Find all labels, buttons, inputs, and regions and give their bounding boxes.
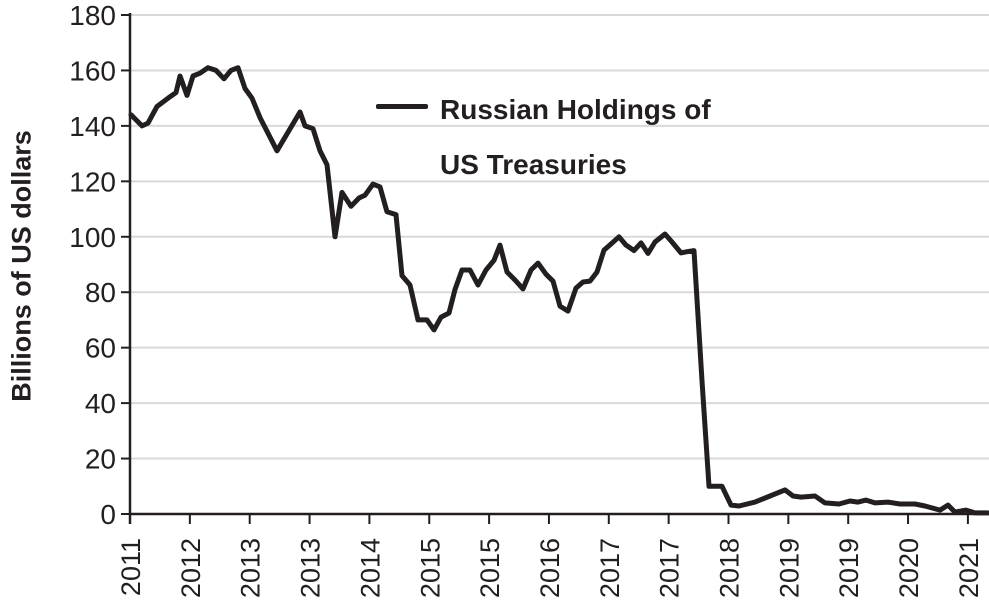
legend-label-line2: US Treasuries [440,149,627,180]
gridlines [130,14,989,460]
legend-label-line1: Russian Holdings of [440,94,711,125]
y-tick-label: 0 [100,499,116,530]
legend-line-swatch-icon [376,104,428,109]
y-axis: 0 20 40 60 80 100 120 140 160 180 [69,0,132,530]
x-tick-label: 2014 [355,538,385,598]
x-tick-label: 2015 [415,538,445,598]
legend-label: Russian Holdings of US Treasuries [440,82,711,192]
x-tick-label: 2018 [715,538,745,598]
y-tick-label: 20 [85,444,116,475]
y-tick-label: 120 [69,166,116,197]
x-tick-label: 2013 [296,538,326,598]
y-tick-label: 180 [69,0,116,31]
x-tick-label: 2021 [954,538,984,598]
x-tick-label: 2015 [475,538,505,598]
y-tick-label: 100 [69,222,116,253]
x-tick-label: 2011 [116,538,146,596]
x-tick-label: 2013 [236,538,266,598]
y-axis-label: Billions of US dollars [6,130,37,402]
x-tick-label: 2017 [595,538,625,598]
y-tick-label: 80 [85,277,116,308]
x-tick-label: 2019 [774,538,804,598]
y-tick-label: 60 [85,333,116,364]
x-tick-label: 2020 [894,538,924,598]
y-tick-label: 140 [69,111,116,142]
series-line-russian-holdings [128,65,989,516]
x-tick-label: 2012 [176,538,206,598]
x-tick-label: 2016 [535,538,565,598]
y-tick-label: 40 [85,388,116,419]
y-tick-label: 160 [69,55,116,86]
x-tick-label: 2017 [655,538,685,598]
x-axis: 2011 2012 2013 2013 2014 2015 2015 2016 2017 2017… [116,512,989,598]
x-tick-label: 2019 [834,538,864,598]
